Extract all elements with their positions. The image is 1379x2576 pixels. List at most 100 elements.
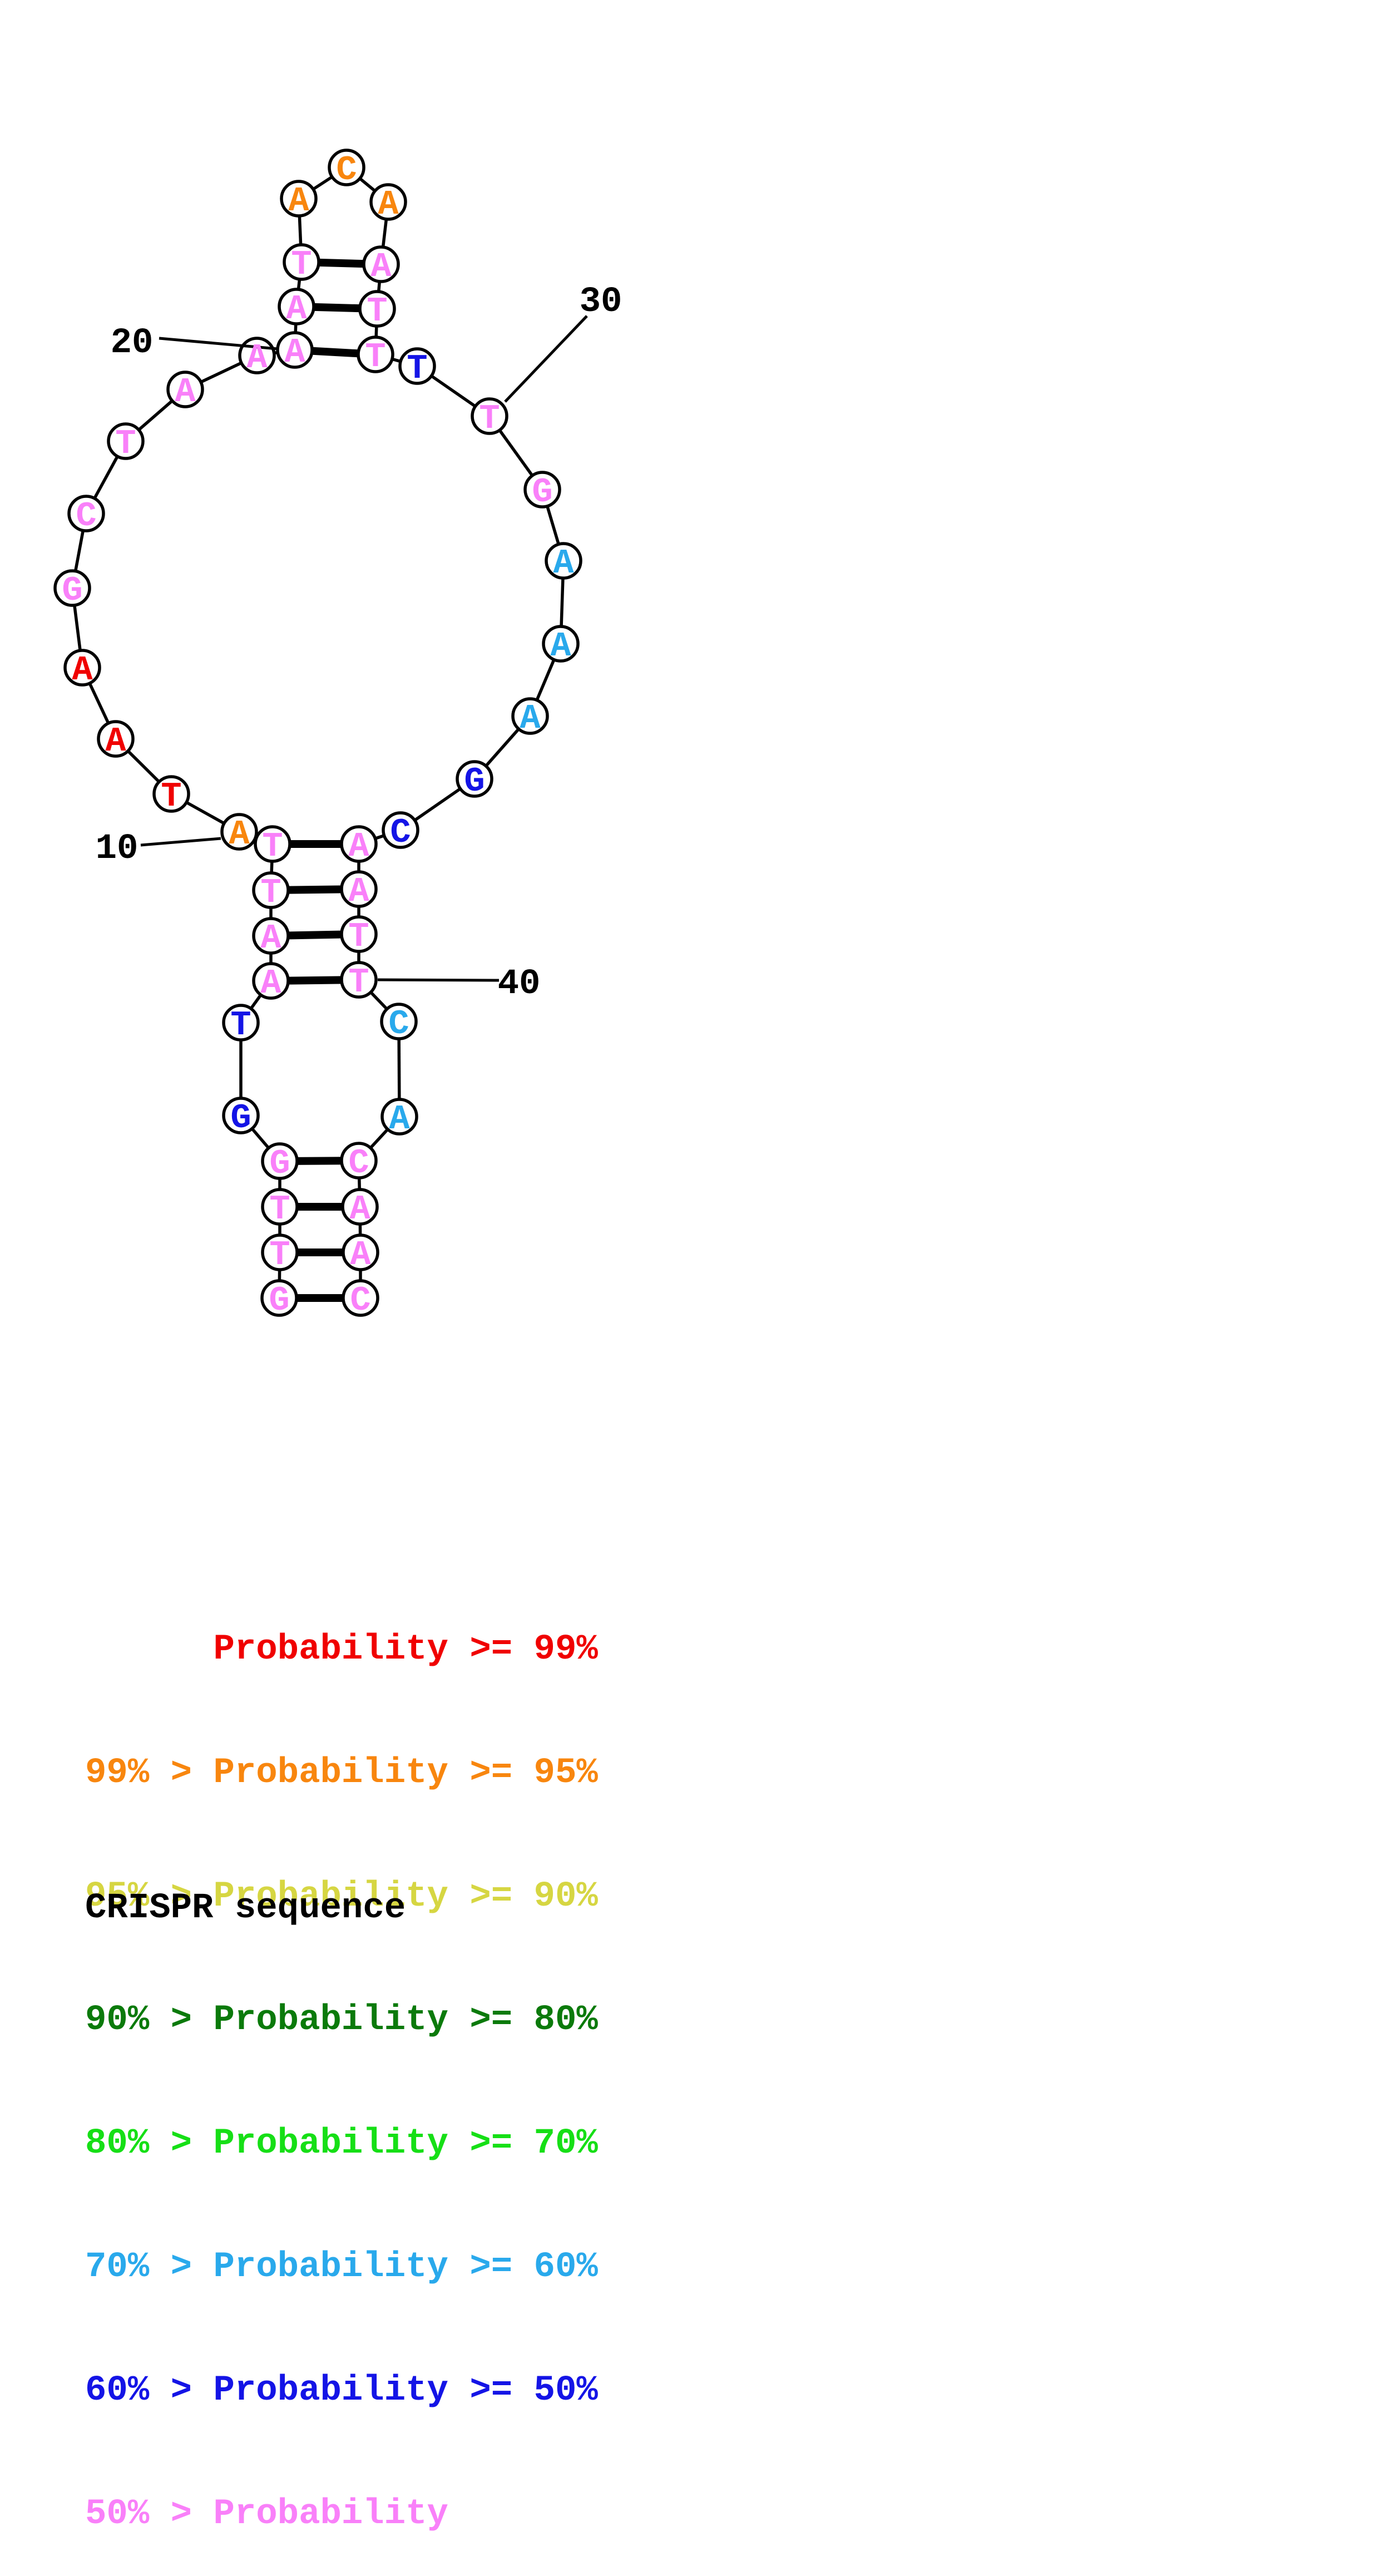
nucleotide-base-label: A <box>286 289 307 329</box>
nucleotide-circle <box>222 1004 260 1042</box>
nucleotide-circle <box>252 871 290 909</box>
nucleotide-circle <box>380 1098 418 1136</box>
nucleotide-circle <box>542 625 580 663</box>
nucleotide-base-label: A <box>349 1190 370 1229</box>
nucleotide-circle <box>545 542 582 580</box>
nucleotide-base-label: T <box>348 963 369 1002</box>
nucleotide-base-label: A <box>246 338 268 378</box>
nucleotide-base-label: C <box>348 1143 369 1183</box>
nucleotide-circle <box>328 149 365 186</box>
nucleotide-circle <box>252 917 290 955</box>
nucleotide-base-label: A <box>378 185 399 224</box>
nucleotide-base-label: T <box>367 292 387 331</box>
nucleotide-circle <box>340 870 378 908</box>
nucleotide-circle <box>382 811 419 849</box>
nucleotide-circle <box>278 288 315 325</box>
nucleotide-base-label: A <box>72 650 93 690</box>
nucleotide-circle <box>252 962 290 1000</box>
nucleotide-base-label: T <box>230 1005 251 1045</box>
nucleotide-base-label: G <box>230 1098 251 1138</box>
position-tick-line <box>159 337 278 351</box>
nucleotide-base-label: G <box>62 571 82 610</box>
nucleotide-base-label: T <box>260 873 281 912</box>
probability-legend: Probability >= 99% 99% > Probability >= … <box>85 1547 598 2576</box>
nucleotide-base-label: G <box>269 1144 290 1183</box>
nucleotide-base-label: A <box>370 247 392 287</box>
nucleotide-circle <box>166 371 204 408</box>
nucleotide-circle <box>67 495 105 532</box>
nucleotide-base-label: A <box>553 544 574 583</box>
nucleotide-circle <box>471 397 508 435</box>
nucleotide-circle <box>523 471 561 509</box>
nucleotide-circle <box>283 243 320 281</box>
position-label: 20 <box>111 323 154 363</box>
nucleotide-circle <box>107 422 145 460</box>
nucleotide-base-label: T <box>161 777 181 816</box>
nucleotide-base-label: T <box>365 337 385 377</box>
nucleotide-base-label: A <box>175 372 196 412</box>
legend-line: Probability >= 99% <box>85 1630 598 1670</box>
nucleotide-circle <box>220 813 258 851</box>
nucleotide-circle <box>261 1188 299 1226</box>
nucleotide-base-label: A <box>260 964 281 1003</box>
nucleotide-base-label: T <box>115 424 136 463</box>
nucleotide-circle <box>97 720 135 758</box>
nucleotide-base-label: T <box>262 827 283 866</box>
nucleotide-base-label: T <box>479 399 500 438</box>
legend-line: 50% > Probability <box>85 2494 448 2534</box>
nucleotide-base-label: A <box>350 1235 371 1275</box>
nucleotide-base-label: A <box>105 722 126 761</box>
nucleotide-circle <box>340 1142 378 1180</box>
position-label: 30 <box>580 282 622 322</box>
nucleotide-base-label: A <box>550 626 571 666</box>
nucleotide-circle <box>261 1233 299 1271</box>
legend-line: 90% > Probability >= 80% <box>85 2000 598 2040</box>
nucleotide-base-label: A <box>284 333 305 372</box>
nucleotide-circle <box>341 1188 379 1226</box>
nucleotide-base-label: T <box>407 349 427 388</box>
nucleotide-circle <box>254 825 291 863</box>
nucleotide-base-label: C <box>388 1004 409 1044</box>
nucleotide-circle <box>261 1142 299 1180</box>
nucleotide-circle <box>369 183 407 221</box>
nucleotide-base-label: A <box>389 1099 410 1139</box>
sequence-title: CRISPR sequence <box>85 1888 406 1928</box>
position-label: 10 <box>96 829 139 869</box>
nucleotide-circle <box>63 649 101 687</box>
nucleotide-circle <box>152 775 190 813</box>
position-tick-line <box>140 837 221 847</box>
nucleotide-base-label: T <box>269 1190 290 1229</box>
nucleotide-circle <box>340 915 378 953</box>
legend-line: 99% > Probability >= 95% <box>85 1753 598 1793</box>
nucleotide-circle <box>380 1003 418 1040</box>
nucleotide-base-label: A <box>260 919 281 958</box>
nucleotide-base-label: A <box>229 815 250 854</box>
nucleotide-base-label: T <box>269 1235 290 1275</box>
nucleotide-base-label: T <box>291 245 312 284</box>
nucleotide-base-label: C <box>390 813 411 852</box>
nucleotide-base-label: A <box>520 699 541 738</box>
nucleotide-circle <box>280 180 318 218</box>
nucleotide-circle <box>53 569 91 607</box>
nucleotide-circle <box>398 347 436 385</box>
nucleotide-base-label: A <box>348 827 369 866</box>
nucleotide-circle <box>357 335 394 373</box>
nucleotide-base-label: C <box>76 496 96 536</box>
legend-line: 80% > Probability >= 70% <box>85 2124 598 2164</box>
nucleotide-base-label: G <box>464 762 485 801</box>
nucleotide-base-label: A <box>288 181 309 221</box>
nucleotide-circle <box>342 1279 379 1317</box>
nucleotide-base-label: C <box>336 150 357 190</box>
nucleotide-base-label: C <box>350 1281 370 1320</box>
position-tick-line <box>504 315 588 403</box>
nucleotide-circle <box>511 697 549 735</box>
nucleotide-base-label: G <box>269 1281 289 1320</box>
nucleotide-base-label: A <box>348 872 369 911</box>
nucleotide-circle <box>342 1233 379 1271</box>
nucleotide-circle <box>340 825 378 863</box>
legend-line: 70% > Probability >= 60% <box>85 2247 598 2287</box>
nucleotide-circle <box>260 1279 298 1317</box>
nucleotide-base-label: G <box>532 472 552 512</box>
nucleotide-circle <box>358 290 396 328</box>
